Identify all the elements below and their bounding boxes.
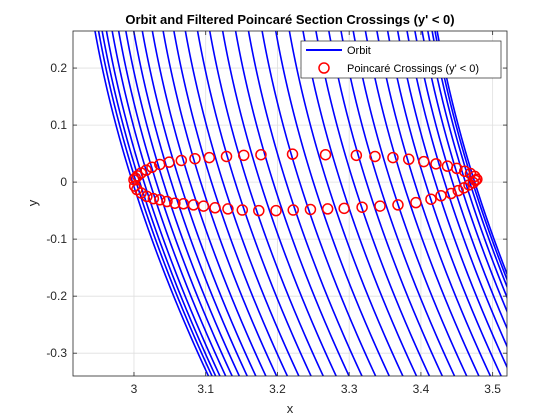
orbit-strand	[274, 31, 391, 376]
x-tick-label: 3.2	[269, 382, 286, 396]
orbit-strand	[261, 31, 377, 376]
crossing-point	[175, 154, 188, 167]
crossing-point	[129, 172, 142, 184]
crossing-point	[392, 199, 404, 211]
y-tick-label: -0.1	[46, 232, 67, 246]
y-tick-label: 0	[60, 175, 67, 189]
orbit-strand	[396, 31, 507, 369]
crossing-point	[350, 149, 363, 162]
crossing-point	[141, 190, 153, 203]
orbit-strand	[328, 31, 444, 376]
crossing-point	[203, 151, 216, 164]
orbit-strand	[414, 31, 507, 331]
y-tick-label: -0.3	[46, 346, 67, 360]
orbit-strand	[141, 31, 257, 376]
x-axis-label: x	[287, 401, 294, 416]
crossing-point	[253, 204, 265, 217]
crossing-point	[255, 148, 267, 161]
crossing-point	[425, 193, 437, 205]
x-tick-label: 3	[131, 382, 138, 396]
legend-crossing-swatch	[318, 62, 330, 74]
crossing-point	[356, 201, 368, 213]
legend-crossing-label: Poincaré Crossings (y' < 0)	[347, 63, 479, 75]
legend-box	[300, 40, 502, 79]
crossing-point	[441, 160, 454, 172]
crossing-point	[237, 149, 250, 162]
orbit-strand	[421, 31, 507, 314]
crossing-point	[458, 165, 471, 178]
crossing-point	[147, 192, 160, 205]
crossings-series	[128, 148, 483, 217]
crossing-point	[304, 203, 317, 216]
crossing-point	[135, 187, 147, 199]
crossing-point	[319, 148, 332, 161]
x-tick-label: 3.1	[197, 382, 214, 396]
legend-orbit-label: Orbit	[347, 45, 371, 57]
axes-box	[72, 30, 508, 377]
crossing-point	[286, 148, 299, 160]
orbit-strand	[208, 31, 325, 376]
crossing-point	[471, 173, 483, 186]
crossing-point	[369, 150, 381, 163]
crossing-point	[464, 167, 477, 180]
crossing-point	[236, 204, 249, 216]
crossing-point	[402, 153, 415, 166]
orbit-strand	[234, 31, 350, 376]
orbit-strand	[97, 31, 213, 376]
crossing-point	[418, 155, 430, 168]
orbit-strand	[436, 31, 507, 277]
crossing-point	[146, 161, 158, 174]
orbit-strand	[427, 31, 507, 300]
crossing-point	[169, 197, 181, 209]
crossing-point	[189, 152, 201, 165]
orbit-strand	[196, 31, 312, 376]
crossing-point	[154, 158, 166, 171]
crossing-point	[374, 200, 386, 212]
orbit-strand	[94, 31, 210, 376]
grid	[73, 31, 507, 376]
y-axis-label: y	[25, 199, 40, 206]
crossing-point	[452, 184, 464, 197]
orbit-strand	[315, 31, 431, 376]
y-tick-label: 0.1	[50, 118, 67, 132]
crossing-point	[287, 204, 299, 216]
x-tick-label: 3.3	[341, 382, 358, 396]
crossing-point	[209, 202, 221, 214]
crossing-point	[154, 194, 166, 206]
y-tick-label: 0.2	[50, 61, 67, 75]
crossing-point	[197, 200, 210, 212]
orbit-strand	[352, 31, 468, 376]
orbit-strand	[288, 31, 404, 376]
crossing-point	[410, 196, 422, 209]
crossing-point	[445, 187, 457, 200]
orbit-strand	[406, 31, 507, 349]
crossing-point	[270, 204, 282, 217]
crossing-point	[222, 203, 234, 215]
crossing-point	[220, 150, 233, 163]
crossing-point	[338, 202, 350, 215]
ticks: 3 3.1 3.2 3.3 3.4 3.5 -0.3 -0.2 -0.1 0 0.1 0.2	[46, 31, 507, 396]
crossing-point	[430, 158, 442, 170]
crossing-point	[131, 170, 144, 182]
legend: Orbit Poincaré Crossings (y' < 0)	[300, 40, 502, 79]
orbit-strand	[434, 31, 507, 282]
orbit-strand	[431, 31, 507, 289]
crossing-point	[161, 195, 173, 208]
orbit-strand	[151, 31, 267, 376]
orbit-strand	[221, 31, 337, 376]
x-tick-label: 3.4	[413, 382, 430, 396]
crossing-point	[387, 151, 399, 164]
orbit-strand	[302, 31, 418, 376]
chart-title: Orbit and Filtered Poincaré Section Cros…	[125, 12, 454, 27]
crossing-point	[321, 203, 334, 215]
orbit-strand	[364, 31, 480, 376]
y-tick-label: -0.2	[46, 289, 67, 303]
orbit-strand	[101, 31, 217, 376]
x-tick-label: 3.5	[484, 382, 501, 396]
orbit-strand	[247, 31, 363, 376]
orbit-strand	[340, 31, 456, 376]
